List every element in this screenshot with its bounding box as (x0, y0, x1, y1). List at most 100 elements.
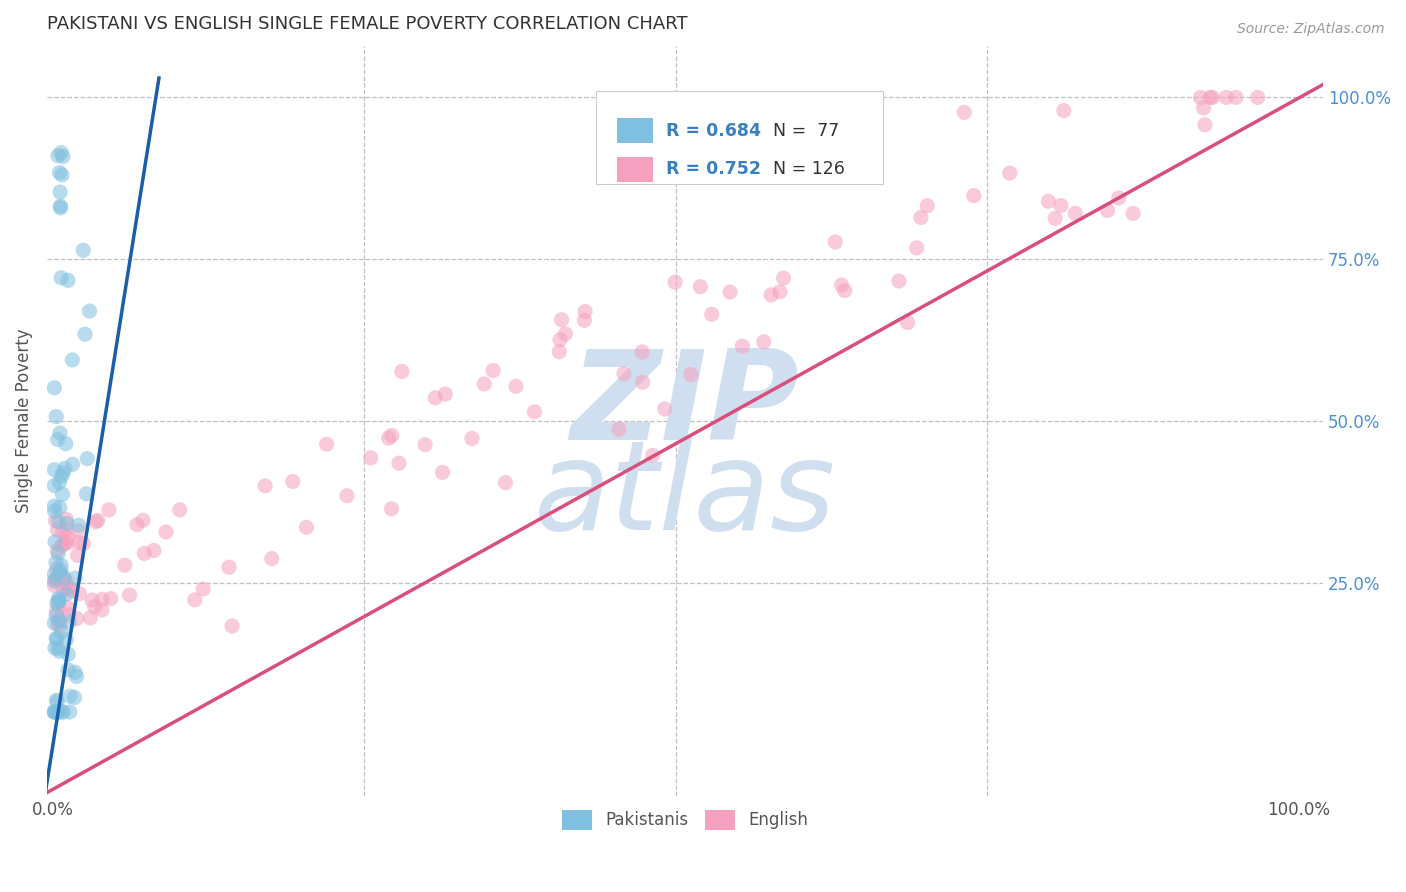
Point (66, 524, 89, 538)
Point (63, 665, 86, 680)
Point (45, 605, 67, 619)
Point (295, 520, 318, 534)
Point (55, 512, 77, 526)
Point (44, 499, 66, 513)
Point (48, 565, 70, 579)
Point (887, 274, 910, 288)
Point (46, 695, 69, 709)
Point (51, 539, 73, 553)
Point (79, 611, 101, 625)
Point (388, 456, 411, 470)
Point (67, 587, 90, 601)
Point (523, 405, 546, 419)
Point (83, 599, 105, 614)
Point (574, 304, 596, 318)
Point (830, 278, 852, 293)
Point (1043, 211, 1066, 226)
Point (654, 401, 676, 416)
Point (45, 632, 67, 646)
Point (434, 387, 457, 401)
Point (46, 149, 69, 163)
Point (132, 513, 155, 527)
Point (689, 279, 711, 293)
Point (169, 503, 191, 517)
Point (155, 524, 177, 539)
Point (44, 574, 66, 589)
Point (769, 285, 792, 299)
Point (824, 235, 846, 249)
Point (505, 379, 527, 393)
Point (53, 461, 76, 475)
Point (260, 551, 283, 566)
Point (679, 368, 702, 382)
Point (49, 558, 72, 573)
Point (46, 543, 69, 558)
Point (76, 451, 98, 466)
Point (44, 705, 66, 719)
Point (79, 304, 101, 318)
Point (1189, 90, 1212, 104)
Point (58, 615, 80, 629)
Point (66, 549, 89, 563)
Point (48, 594, 70, 608)
Point (51, 705, 73, 719)
Point (44, 573, 66, 587)
Point (55, 436, 77, 450)
Point (752, 334, 775, 349)
Point (75, 487, 97, 501)
Point (97, 503, 120, 517)
Point (377, 431, 399, 445)
Point (184, 592, 207, 607)
Point (631, 345, 654, 359)
Point (44, 705, 66, 719)
Point (44, 478, 66, 492)
Point (65, 670, 87, 684)
Point (118, 588, 141, 602)
Point (554, 326, 576, 341)
Point (46, 433, 69, 447)
Point (461, 432, 484, 446)
Point (48, 705, 70, 719)
Point (413, 438, 436, 452)
Point (46, 641, 69, 656)
Point (100, 591, 122, 606)
Point (48, 591, 70, 606)
Point (60, 353, 83, 368)
Point (63, 571, 86, 585)
Point (59, 689, 82, 703)
Point (45, 562, 67, 576)
Point (281, 475, 304, 489)
Point (432, 466, 454, 480)
Point (56, 516, 79, 531)
Point (1050, 198, 1073, 212)
Point (1201, 90, 1223, 104)
Text: N = 126: N = 126 (773, 161, 845, 178)
Point (998, 166, 1021, 180)
Point (67, 518, 90, 533)
Point (125, 517, 148, 532)
Point (49, 270, 72, 285)
Point (953, 105, 976, 120)
Point (51, 168, 73, 182)
Point (60, 584, 83, 599)
Point (51, 487, 73, 501)
Point (48, 515, 70, 529)
Point (52, 525, 75, 540)
Text: ZIP: ZIP (571, 345, 800, 467)
Point (963, 188, 986, 202)
Point (494, 475, 516, 490)
Point (49, 201, 72, 215)
Point (360, 450, 382, 465)
Point (58, 663, 80, 677)
Point (218, 560, 240, 574)
Point (917, 199, 939, 213)
Point (482, 363, 505, 377)
Point (48, 619, 70, 633)
Point (193, 582, 215, 596)
Point (718, 285, 741, 299)
Point (44, 705, 66, 719)
Point (55, 574, 77, 589)
Point (221, 619, 243, 633)
Point (80, 593, 103, 607)
Point (641, 449, 664, 463)
